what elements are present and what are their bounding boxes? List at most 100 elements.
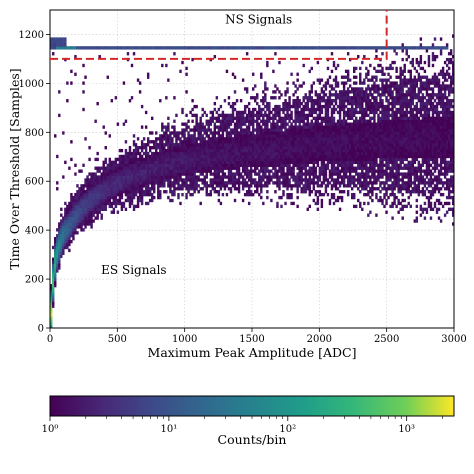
heatmap-cell bbox=[288, 137, 291, 141]
heatmap-cell bbox=[68, 239, 71, 244]
heatmap-cell bbox=[387, 140, 390, 144]
heatmap-cell bbox=[151, 157, 154, 162]
heatmap-cell bbox=[312, 122, 316, 126]
heatmap-cell bbox=[247, 119, 251, 123]
heatmap-cell bbox=[377, 172, 380, 176]
heatmap-cell bbox=[377, 166, 380, 170]
heatmap-cell bbox=[306, 107, 309, 112]
heatmap-cell bbox=[100, 172, 103, 176]
heatmap-cell bbox=[76, 225, 79, 229]
heatmap-cell bbox=[290, 195, 293, 200]
heatmap-cell bbox=[314, 146, 318, 150]
heatmap-cell bbox=[314, 172, 318, 176]
heatmap-cell bbox=[189, 175, 192, 179]
heatmap-cell bbox=[367, 172, 370, 176]
heatmap-cell bbox=[268, 113, 271, 118]
heatmap-cell bbox=[340, 101, 344, 106]
heatmap-cell bbox=[195, 157, 198, 162]
heatmap-cell bbox=[163, 151, 166, 156]
heatmap-cell bbox=[298, 146, 301, 150]
heatmap-cell bbox=[181, 134, 184, 138]
heatmap-cell bbox=[288, 184, 291, 188]
heatmap-cell bbox=[126, 160, 130, 165]
heatmap-cell bbox=[284, 113, 287, 118]
heatmap-cell bbox=[403, 113, 406, 118]
heatmap-cell bbox=[288, 101, 291, 106]
heatmap-cell bbox=[276, 184, 279, 188]
heatmap-cell bbox=[90, 175, 93, 179]
heatmap-cell bbox=[409, 99, 412, 103]
heatmap-cell bbox=[344, 128, 348, 132]
heatmap-cell bbox=[239, 46, 243, 50]
heatmap-cell bbox=[213, 128, 217, 132]
heatmap-cell bbox=[142, 146, 146, 150]
heatmap-cell bbox=[407, 163, 410, 167]
heatmap-cell bbox=[308, 204, 311, 209]
heatmap-cell bbox=[215, 172, 219, 176]
heatmap-cell bbox=[74, 192, 77, 197]
heatmap-cell bbox=[300, 172, 303, 176]
heatmap-cell bbox=[278, 175, 281, 179]
heatmap-cell bbox=[193, 134, 196, 138]
heatmap-cell bbox=[153, 146, 156, 150]
heatmap-cell bbox=[296, 140, 299, 144]
heatmap-cell bbox=[322, 154, 326, 159]
heatmap-cell bbox=[56, 257, 59, 261]
heatmap-cell bbox=[70, 219, 73, 223]
heatmap-cell bbox=[262, 107, 265, 112]
heatmap-cell bbox=[348, 116, 352, 120]
heatmap-cell bbox=[314, 192, 318, 197]
heatmap-cell bbox=[282, 107, 285, 112]
heatmap-cell bbox=[146, 160, 150, 165]
heatmap-cell bbox=[207, 160, 210, 165]
heatmap-cell bbox=[318, 96, 322, 100]
heatmap-cell bbox=[340, 169, 344, 173]
heatmap-cell bbox=[375, 213, 378, 217]
heatmap-cell bbox=[58, 228, 61, 232]
heatmap-cell bbox=[58, 231, 61, 235]
heatmap-cell bbox=[56, 46, 59, 50]
heatmap-cell bbox=[282, 140, 285, 144]
heatmap-cell bbox=[397, 46, 400, 50]
heatmap-cell bbox=[62, 242, 65, 247]
heatmap-cell bbox=[375, 143, 378, 147]
heatmap-cell bbox=[92, 175, 95, 179]
heatmap-cell bbox=[365, 148, 368, 153]
heatmap-cell bbox=[379, 154, 382, 159]
heatmap-cell bbox=[286, 175, 289, 179]
heatmap-cell bbox=[312, 181, 316, 185]
heatmap-cell bbox=[381, 163, 384, 167]
heatmap-cell bbox=[193, 175, 196, 179]
heatmap-cell bbox=[389, 93, 392, 97]
heatmap-cell bbox=[379, 122, 382, 126]
heatmap-cell bbox=[357, 140, 360, 144]
heatmap-cell bbox=[98, 46, 101, 50]
heatmap-cell bbox=[169, 169, 172, 173]
heatmap-cell bbox=[185, 72, 188, 76]
heatmap-cell bbox=[167, 169, 170, 173]
heatmap-cell bbox=[284, 146, 287, 150]
heatmap-cell bbox=[235, 187, 239, 191]
heatmap-cell bbox=[272, 154, 275, 159]
heatmap-cell bbox=[161, 148, 164, 153]
heatmap-cell bbox=[383, 116, 386, 120]
heatmap-cell bbox=[185, 175, 188, 179]
heatmap-cell bbox=[187, 172, 190, 176]
heatmap-cell bbox=[98, 55, 101, 59]
heatmap-cell bbox=[359, 178, 362, 182]
heatmap-cell bbox=[276, 201, 279, 206]
heatmap-cell bbox=[82, 204, 85, 209]
heatmap-cell bbox=[122, 184, 126, 188]
heatmap-cell bbox=[68, 242, 71, 247]
heatmap-cell bbox=[276, 181, 279, 185]
heatmap-cell bbox=[124, 160, 128, 165]
heatmap-cell bbox=[54, 237, 57, 241]
heatmap-cell bbox=[397, 157, 400, 162]
heatmap-cell bbox=[413, 190, 417, 194]
heatmap-cell bbox=[260, 151, 263, 156]
heatmap-cell bbox=[278, 128, 281, 132]
heatmap-cell bbox=[296, 181, 299, 185]
heatmap-cell bbox=[173, 169, 176, 173]
heatmap-cell bbox=[159, 190, 162, 194]
heatmap-cell bbox=[399, 184, 402, 188]
